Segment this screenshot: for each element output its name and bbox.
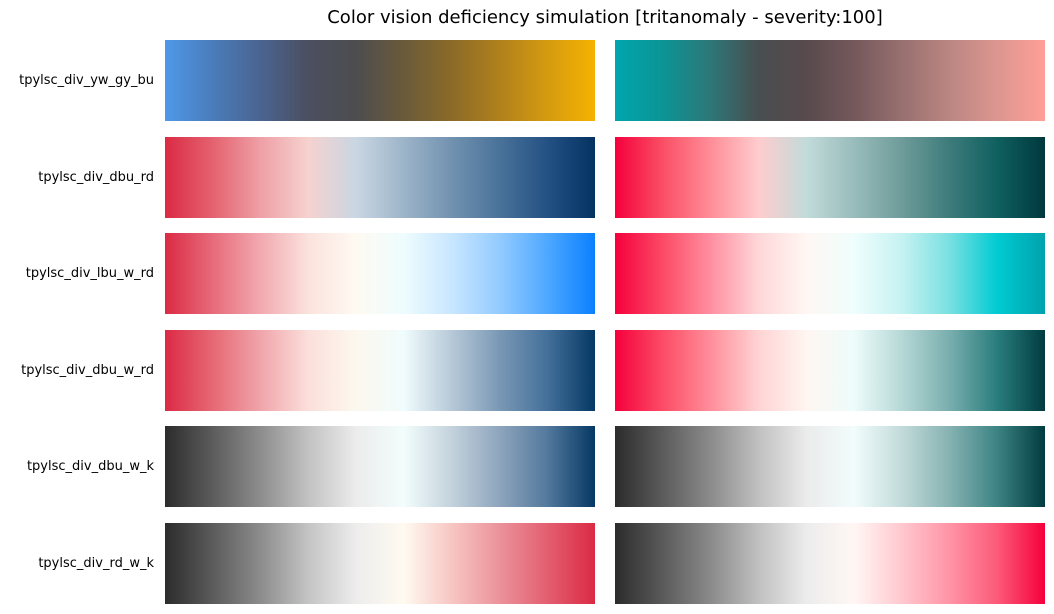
- simulated-colorbar: [615, 40, 1045, 121]
- colormap-label: tpylsc_div_dbu_w_rd: [21, 362, 154, 378]
- original-colorbar: [165, 523, 595, 604]
- colormap-label: tpylsc_div_yw_gy_bu: [19, 72, 154, 88]
- simulated-colorbar: [615, 330, 1045, 411]
- simulated-colorbar: [615, 426, 1045, 507]
- original-colorbar: [165, 233, 595, 314]
- simulated-colorbar: [615, 523, 1045, 604]
- colormap-label: tpylsc_div_dbu_rd: [38, 169, 154, 185]
- original-colorbar: [165, 40, 595, 121]
- colormap-label: tpylsc_div_lbu_w_rd: [25, 265, 154, 281]
- original-colorbar: [165, 137, 595, 218]
- colormap-label: tpylsc_div_dbu_w_k: [26, 458, 154, 474]
- original-colorbar: [165, 330, 595, 411]
- colormap-label: tpylsc_div_rd_w_k: [38, 555, 154, 571]
- chart-title: Color vision deficiency simulation [trit…: [327, 7, 883, 28]
- original-colorbar: [165, 426, 595, 507]
- simulated-colorbar: [615, 233, 1045, 314]
- simulated-colorbar: [615, 137, 1045, 218]
